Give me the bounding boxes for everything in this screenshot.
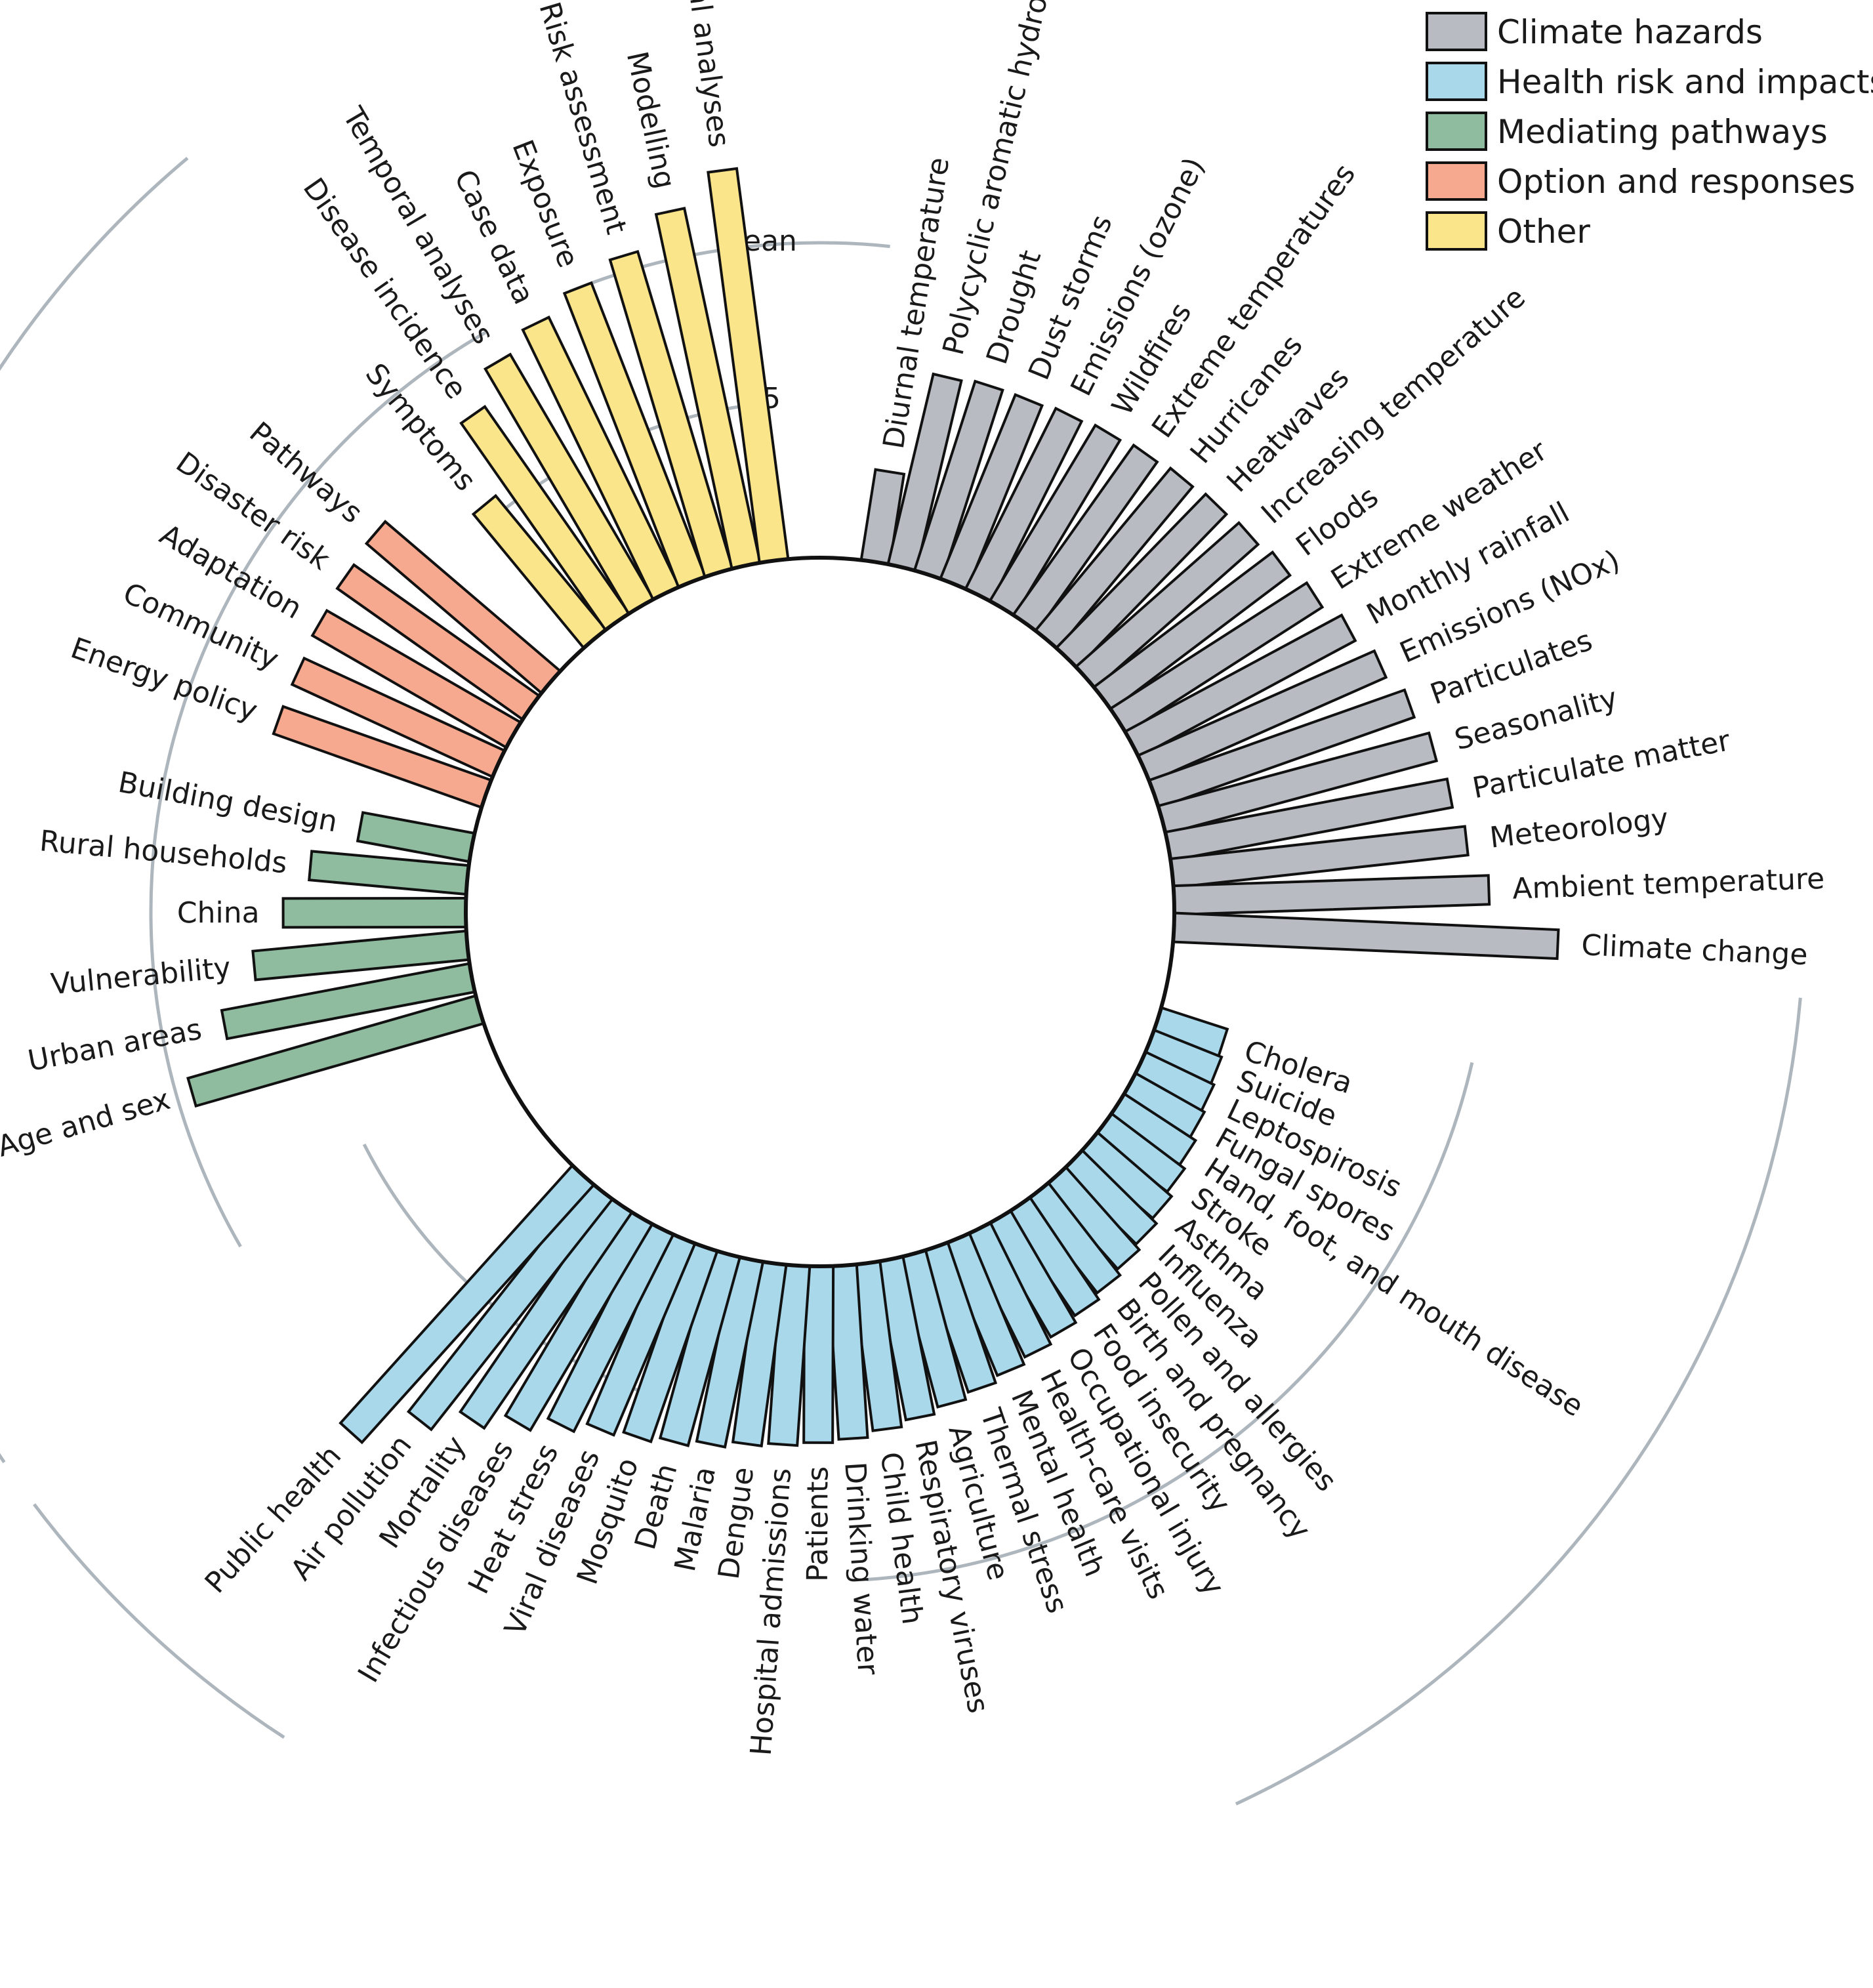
category-label: Age and sex	[0, 1083, 174, 1164]
reference-ring-arc	[1235, 997, 1802, 1806]
inner-circle	[464, 556, 1176, 1268]
legend: Climate hazards Health risk and impacts Me…	[1426, 12, 1873, 251]
legend-label: Other	[1497, 213, 1590, 251]
legend-swatch	[1426, 62, 1487, 101]
legend-label: Mediating pathways	[1497, 113, 1828, 151]
legend-swatch	[1426, 161, 1487, 201]
category-label: Spatial analyses	[672, 0, 735, 149]
bar	[281, 896, 481, 929]
reference-ring-arc	[33, 1503, 285, 1739]
legend-swatch	[1426, 112, 1487, 151]
category-label: Building design	[115, 766, 340, 839]
category-label: Drinking water	[838, 1461, 884, 1676]
reference-ring-arc	[0, 157, 189, 1464]
category-label: Modelling	[620, 49, 682, 192]
legend-label: Climate hazards	[1497, 13, 1763, 51]
reference-ring-arc	[866, 1062, 1474, 1582]
category-label: Meteorology	[1488, 802, 1670, 855]
category-label: Climate change	[1580, 928, 1808, 972]
category-label: Urban areas	[26, 1012, 205, 1078]
category-label: Vulnerability	[49, 951, 232, 1002]
legend-swatch	[1426, 12, 1487, 51]
category-label: China	[177, 896, 260, 930]
bars	[186, 167, 1560, 1449]
reference-ring-arc	[149, 331, 487, 1248]
legend-label: Option and responses	[1497, 163, 1855, 201]
category-label: Rural households	[38, 824, 288, 880]
bar	[1159, 911, 1560, 961]
category-label: Patients	[801, 1466, 835, 1582]
category-label: Ambient temperature	[1512, 862, 1825, 906]
legend-label: Health risk and impacts	[1497, 63, 1873, 101]
reference-rings: 0·5Mean2	[0, 157, 1802, 1806]
legend-swatch	[1426, 211, 1487, 251]
